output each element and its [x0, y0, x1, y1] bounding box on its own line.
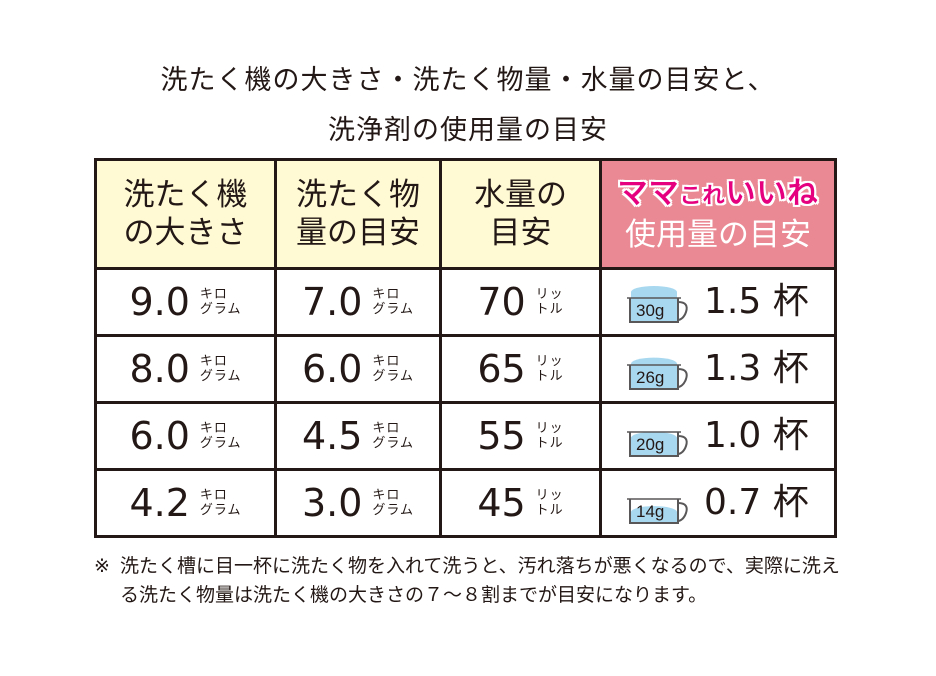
table-row: 6.0 キロ グラム 4.5 キロ グラム 55 リッ トル 20g 1.0 杯 [94, 401, 837, 471]
cell-water-amount: 45 リッ トル [439, 468, 602, 538]
cell-laundry-amount: 6.0 キロ グラム [274, 334, 442, 404]
header-machine-size: 洗たく機 の大きさ [94, 158, 277, 270]
dose-grams: 30g [636, 301, 665, 320]
unit-label: リッ トル [535, 287, 564, 317]
unit-label: リッ トル [535, 488, 564, 518]
table-row: 9.0 キロ グラム 7.0 キロ グラム 70 リッ トル 30g 1.5 杯 [94, 267, 837, 337]
measuring-cup-icon: 20g [624, 418, 694, 460]
cell-machine-size: 8.0 キロ グラム [94, 334, 277, 404]
unit-label: リッ トル [535, 421, 564, 451]
note-mark: ※ [94, 555, 110, 577]
table-row: 4.2 キロ グラム 3.0 キロ グラム 45 リッ トル 14g 0.7 杯 [94, 468, 837, 538]
cups-value: 0.7 杯 [704, 482, 809, 523]
header-laundry-amount: 洗たく物 量の目安 [274, 158, 442, 270]
page-title-line-1: 洗たく機の大きさ・洗たく物量・水量の目安と、 [160, 65, 776, 96]
measuring-cup-graphic [627, 431, 688, 457]
cell-machine-size: 6.0 キロ グラム [94, 401, 277, 471]
page-title-line-2: 洗浄剤の使用量の目安 [328, 115, 608, 146]
unit-label: キロ グラム [372, 287, 415, 317]
cell-laundry-amount: 7.0 キロ グラム [274, 267, 442, 337]
cups-value: 1.0 杯 [704, 415, 809, 456]
measuring-cup-graphic [627, 498, 688, 524]
water-amount-value: 45 [477, 481, 526, 525]
cell-machine-size: 4.2 キロ グラム [94, 468, 277, 538]
cell-usage-amount: 26g 1.3 杯 [599, 334, 837, 404]
cell-usage-amount: 30g 1.5 杯 [599, 267, 837, 337]
footnote: ※ 洗たく槽に目一杯に洗たく物を入れて洗うと、汚れ落ちが悪くなるので、実際に洗え… [94, 552, 854, 610]
cell-water-amount: 65 リッ トル [439, 334, 602, 404]
dose-grams: 20g [636, 435, 665, 454]
header-row: 洗たく機 の大きさ 洗たく物 量の目安 水量の 目安 ママこれいいね 使用量の目… [94, 158, 837, 270]
measuring-cup-graphic [627, 357, 688, 390]
cups-value: 1.5 杯 [704, 281, 809, 322]
machine-size-value: 8.0 [129, 347, 190, 391]
usage-header-label: 使用量の目安 [625, 216, 811, 253]
header-usage-amount: ママこれいいね 使用量の目安 [599, 158, 837, 270]
cell-usage-amount: 20g 1.0 杯 [599, 401, 837, 471]
machine-size-value: 4.2 [129, 481, 190, 525]
unit-label: キロ グラム [372, 421, 415, 451]
unit-label: リッ トル [535, 354, 564, 384]
cell-water-amount: 70 リッ トル [439, 267, 602, 337]
cups-value: 1.3 杯 [704, 348, 809, 389]
dose-grams: 26g [636, 368, 665, 387]
usage-guide-table: 洗たく機 の大きさ 洗たく物 量の目安 水量の 目安 ママこれいいね 使用量の目… [94, 158, 837, 538]
unit-label: キロ グラム [372, 488, 415, 518]
water-amount-value: 55 [477, 414, 526, 458]
note-text: 洗たく槽に目一杯に洗たく物を入れて洗うと、汚れ落ちが悪くなるので、実際に洗える洗… [120, 555, 840, 606]
water-amount-value: 65 [477, 347, 526, 391]
cell-machine-size: 9.0 キロ グラム [94, 267, 277, 337]
header-water-amount: 水量の 目安 [439, 158, 602, 270]
cell-laundry-amount: 3.0 キロ グラム [274, 468, 442, 538]
unit-label: キロ グラム [199, 488, 242, 518]
unit-label: キロ グラム [199, 287, 242, 317]
laundry-amount-value: 7.0 [301, 280, 363, 324]
cell-water-amount: 55 リッ トル [439, 401, 602, 471]
machine-size-value: 9.0 [129, 280, 190, 324]
brand-logo: ママこれいいね [617, 175, 819, 211]
measuring-cup-icon: 26g [624, 351, 694, 393]
cell-laundry-amount: 4.5 キロ グラム [274, 401, 442, 471]
unit-label: キロ グラム [199, 421, 242, 451]
machine-size-value: 6.0 [129, 414, 190, 458]
cell-usage-amount: 14g 0.7 杯 [599, 468, 837, 538]
laundry-amount-value: 4.5 [301, 414, 363, 458]
laundry-amount-value: 6.0 [301, 347, 363, 391]
measuring-cup-icon: 30g [624, 284, 694, 326]
laundry-amount-value: 3.0 [301, 481, 363, 525]
unit-label: キロ グラム [372, 354, 415, 384]
water-amount-value: 70 [477, 280, 526, 324]
measuring-cup-graphic [627, 286, 688, 323]
table-row: 8.0 キロ グラム 6.0 キロ グラム 65 リッ トル 26g 1.3 杯 [94, 334, 837, 404]
measuring-cup-icon: 14g [624, 485, 694, 527]
dose-grams: 14g [636, 502, 665, 521]
unit-label: キロ グラム [199, 354, 242, 384]
